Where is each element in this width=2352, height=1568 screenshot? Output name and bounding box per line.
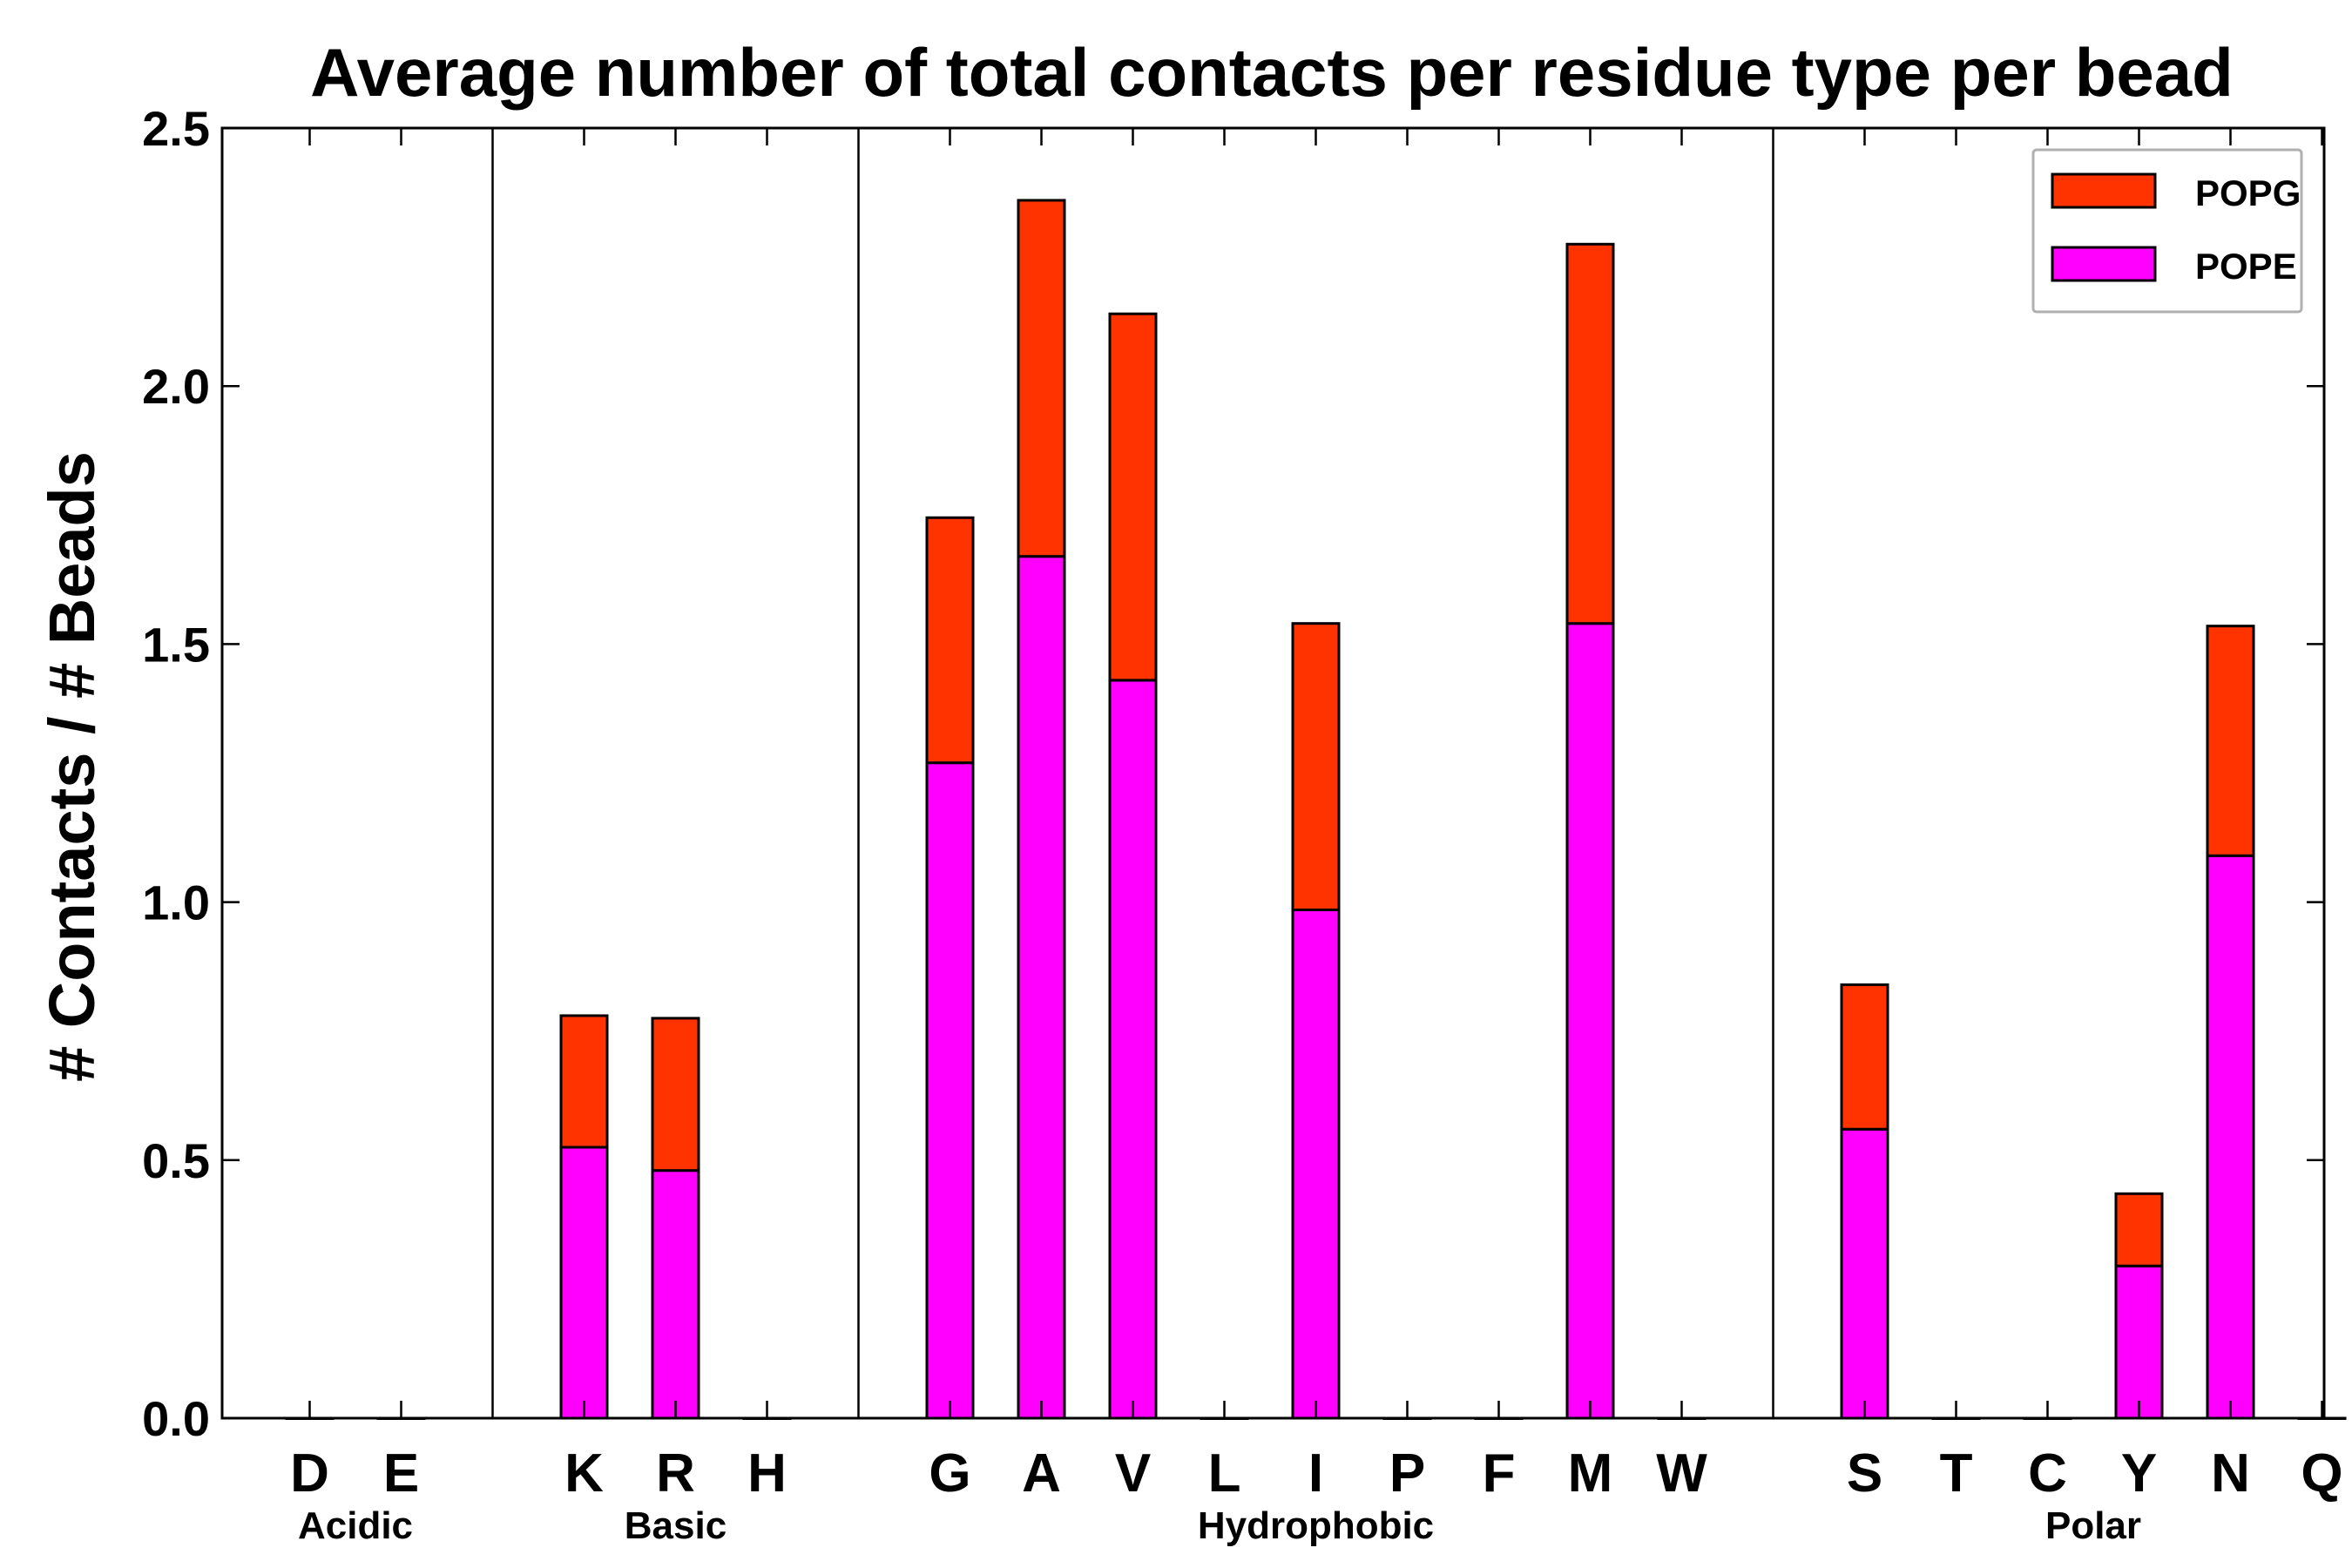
y-tick-label: 1.5 [142,617,210,672]
x-tick-label-w: W [1656,1443,1707,1504]
group-label-hydrophobic: Hydrophobic [1198,1504,1434,1547]
x-tick-label-l: L [1208,1443,1241,1504]
x-tick-label-h: H [747,1443,787,1504]
x-tick-label-c: C [2028,1443,2067,1504]
chart-title: Average number of total contacts per res… [310,34,2234,111]
bar-pope-k [559,1146,609,1420]
bar-pope-v [1108,679,1158,1420]
group-label-basic: Basic [625,1504,727,1547]
bar-popg-g [925,516,975,765]
bar-popg-y [2114,1192,2164,1267]
x-tick-label-m: M [1568,1443,1613,1504]
x-tick-label-a: A [1022,1443,1061,1504]
y-tick-label: 2.5 [142,101,210,156]
x-tick-label-k: K [564,1443,604,1504]
x-tick-label-d: D [290,1443,329,1504]
y-tick-label: 0.5 [142,1133,210,1188]
bar-pope-i [1291,908,1341,1420]
legend-swatch-popg [2051,172,2157,209]
bar-popg-a [1017,199,1066,558]
bar-pope-n [2206,854,2255,1420]
bar-popg-m [1565,242,1615,625]
plot-area: 0.0 0.5 1.0 1.5 2.0 2.5 D E K R H G A V L I P F M W S T C Y N Q Ac… [142,101,2347,1547]
bar-pope-m [1565,622,1615,1420]
y-tick-label: 2.0 [142,359,210,414]
x-tick-label-q: Q [2301,1443,2342,1504]
x-tick-label-e: E [383,1443,419,1504]
bar-pope-g [925,761,975,1420]
plot-frame [220,126,2326,1420]
legend-label-pope: POPE [2195,246,2297,287]
group-label-polar: Polar [2045,1504,2141,1547]
y-tick-label: 0.0 [142,1391,210,1446]
bar-popg-v [1108,312,1158,682]
group-label-acidic: Acidic [298,1504,413,1547]
x-tick-label-t: T [1940,1443,1973,1504]
x-tick-label-s: S [1847,1443,1882,1504]
x-tick-label-v: V [1115,1443,1151,1504]
x-tick-label-f: F [1483,1443,1516,1504]
legend-swatch-pope [2051,246,2157,282]
bar-popg-k [559,1014,609,1149]
y-tick-label: 1.0 [142,875,210,930]
legend: POPG POPE [2031,148,2303,314]
legend-label-popg: POPG [2195,172,2301,213]
x-tick-label-p: P [1389,1443,1425,1504]
y-axis-label: # Contacts / # Beads [36,451,108,1082]
bar-pope-y [2114,1264,2164,1420]
bar-pope-a [1017,555,1066,1420]
x-tick-label-g: G [929,1443,970,1504]
x-tick-label-y: Y [2121,1443,2157,1504]
x-tick-label-r: R [656,1443,695,1504]
x-tick-label-n: N [2211,1443,2250,1504]
bar-popg-s [1840,983,1889,1131]
x-tick-label-i: I [1308,1443,1323,1504]
bar-popg-i [1291,622,1341,911]
bar-pope-s [1840,1127,1889,1420]
bar-pope-r [651,1169,700,1420]
bar-popg-n [2206,625,2255,857]
bar-popg-r [651,1017,700,1173]
